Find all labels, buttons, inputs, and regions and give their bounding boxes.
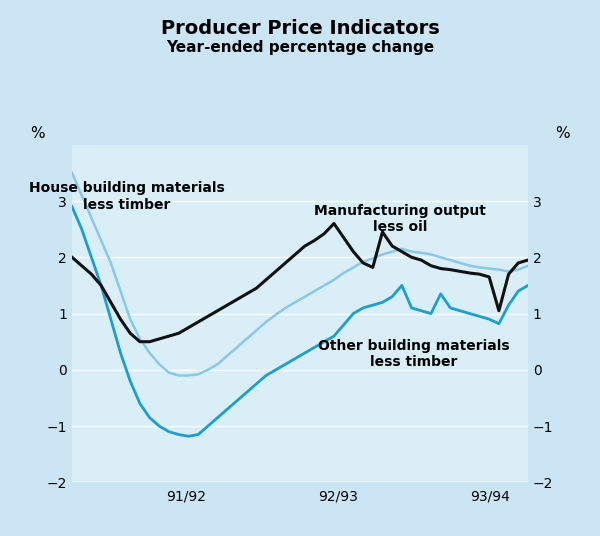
Text: Manufacturing output
less oil: Manufacturing output less oil (314, 204, 486, 234)
Text: Other building materials
less timber: Other building materials less timber (318, 339, 510, 369)
Text: Year-ended percentage change: Year-ended percentage change (166, 40, 434, 55)
Text: House building materials
less timber: House building materials less timber (29, 181, 224, 212)
Text: Producer Price Indicators: Producer Price Indicators (161, 19, 439, 38)
Text: %: % (555, 126, 569, 142)
Text: %: % (31, 126, 45, 142)
